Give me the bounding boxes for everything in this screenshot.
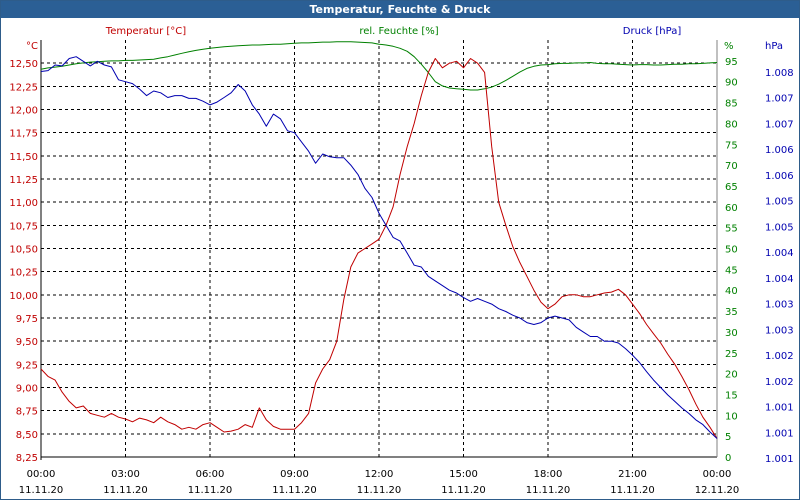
tick-labels: 8,25 8,50 8,75 9,00 9,25 9,50 9,75 10,00 10,25 10… bbox=[9, 57, 793, 496]
y-left-tick-label: 12,50 bbox=[9, 59, 38, 70]
grid bbox=[40, 40, 718, 458]
x-tick-date-label: 12.11.20 bbox=[695, 485, 740, 496]
y-left-tick-label: 10,50 bbox=[9, 245, 38, 256]
y-left-tick-label: 10,25 bbox=[9, 268, 38, 279]
y-right1-tick-label: 10 bbox=[725, 411, 738, 422]
y-left-tick-label: 12,00 bbox=[9, 106, 38, 117]
y-right2-tick-label: 1.002 bbox=[765, 377, 794, 388]
y-right2-tick-label: 1.004 bbox=[765, 248, 794, 259]
y-right1-tick-label: 35 bbox=[725, 307, 738, 318]
y-right1-tick-label: 5 bbox=[725, 432, 731, 443]
window-title: Temperatur, Feuchte & Druck bbox=[1, 1, 799, 18]
y-left-tick-label: 9,00 bbox=[16, 384, 38, 395]
y-right2-tick-label: 1.008 bbox=[765, 68, 794, 79]
y-left-tick-label: 9,50 bbox=[16, 337, 38, 348]
series-line-humidity bbox=[40, 41, 718, 91]
y-right2-tick-label: 1.001 bbox=[765, 454, 794, 465]
y-left-tick-label: 10,75 bbox=[9, 221, 38, 232]
y-right1-tick-label: 40 bbox=[725, 286, 738, 297]
y-right1-tick-label: 25 bbox=[725, 349, 738, 360]
axes bbox=[40, 40, 718, 460]
y-right1-tick-label: 0 bbox=[725, 453, 731, 464]
unit-label-percent: % bbox=[724, 41, 734, 52]
x-tick-date-label: 11.11.20 bbox=[357, 485, 402, 496]
series-lines bbox=[40, 41, 718, 439]
y-right1-tick-label: 55 bbox=[725, 224, 738, 235]
y-right1-tick-label: 70 bbox=[725, 161, 738, 172]
y-right1-tick-label: 20 bbox=[725, 370, 738, 381]
y-left-tick-label: 9,75 bbox=[16, 314, 38, 325]
x-tick-date-label: 11.11.20 bbox=[526, 485, 571, 496]
x-tick-time-label: 06:00 bbox=[196, 469, 225, 480]
y-right1-tick-label: 75 bbox=[725, 140, 738, 151]
y-right2-tick-label: 1.001 bbox=[765, 403, 794, 414]
x-tick-time-label: 03:00 bbox=[111, 469, 140, 480]
header-temperature: Temperatur [°C] bbox=[105, 26, 186, 37]
y-left-tick-label: 12,25 bbox=[9, 82, 38, 93]
unit-label-hpa: hPa bbox=[765, 41, 783, 52]
y-left-tick-label: 11,25 bbox=[9, 175, 38, 186]
y-right1-tick-label: 50 bbox=[725, 245, 738, 256]
y-right2-tick-label: 1.003 bbox=[765, 325, 794, 336]
series-line-pressure bbox=[40, 56, 718, 439]
x-tick-date-label: 11.11.20 bbox=[19, 485, 64, 496]
y-right2-tick-label: 1.005 bbox=[765, 197, 794, 208]
y-right2-tick-label: 1.002 bbox=[765, 351, 794, 362]
unit-label-celsius: °C bbox=[26, 41, 38, 52]
y-right1-tick-label: 95 bbox=[725, 57, 738, 68]
y-right2-tick-label: 1.006 bbox=[765, 171, 794, 182]
y-left-tick-label: 11,50 bbox=[9, 152, 38, 163]
y-left-tick-label: 11,75 bbox=[9, 129, 38, 140]
x-tick-time-label: 00:00 bbox=[703, 469, 732, 480]
x-tick-time-label: 15:00 bbox=[449, 469, 478, 480]
y-right2-tick-label: 1.007 bbox=[765, 94, 794, 105]
y-right2-tick-label: 1.006 bbox=[765, 145, 794, 156]
header-humidity: rel. Feuchte [%] bbox=[359, 26, 438, 37]
x-tick-date-label: 11.11.20 bbox=[272, 485, 317, 496]
y-right2-tick-label: 1.003 bbox=[765, 300, 794, 311]
x-tick-date-label: 11.11.20 bbox=[610, 485, 655, 496]
y-left-tick-label: 11,00 bbox=[9, 198, 38, 209]
x-tick-time-label: 09:00 bbox=[280, 469, 309, 480]
y-left-tick-label: 9,25 bbox=[16, 360, 38, 371]
y-left-tick-label: 10,00 bbox=[9, 291, 38, 302]
y-right2-tick-label: 1.001 bbox=[765, 428, 794, 439]
y-right1-tick-label: 60 bbox=[725, 203, 738, 214]
y-right2-tick-label: 1.007 bbox=[765, 119, 794, 130]
x-tick-date-label: 11.11.20 bbox=[441, 485, 486, 496]
x-tick-time-label: 18:00 bbox=[534, 469, 563, 480]
y-left-tick-label: 8,50 bbox=[16, 430, 38, 441]
y-right1-tick-label: 30 bbox=[725, 328, 738, 339]
y-right1-tick-label: 15 bbox=[725, 390, 738, 401]
x-tick-date-label: 11.11.20 bbox=[103, 485, 148, 496]
y-right1-tick-label: 85 bbox=[725, 99, 738, 110]
y-right1-tick-label: 90 bbox=[725, 78, 738, 89]
header-pressure: Druck [hPa] bbox=[623, 26, 682, 37]
y-right1-tick-label: 45 bbox=[725, 265, 738, 276]
x-tick-time-label: 00:00 bbox=[27, 469, 56, 480]
series-line-temperature bbox=[40, 58, 718, 439]
y-left-tick-label: 8,75 bbox=[16, 407, 38, 418]
y-right1-tick-label: 80 bbox=[725, 119, 738, 130]
y-left-tick-label: 8,25 bbox=[16, 453, 38, 464]
x-tick-time-label: 12:00 bbox=[365, 469, 394, 480]
x-tick-time-label: 21:00 bbox=[618, 469, 647, 480]
y-right1-tick-label: 65 bbox=[725, 182, 738, 193]
y-right2-tick-label: 1.004 bbox=[765, 274, 794, 285]
y-right2-tick-label: 1.005 bbox=[765, 222, 794, 233]
x-tick-date-label: 11.11.20 bbox=[188, 485, 233, 496]
